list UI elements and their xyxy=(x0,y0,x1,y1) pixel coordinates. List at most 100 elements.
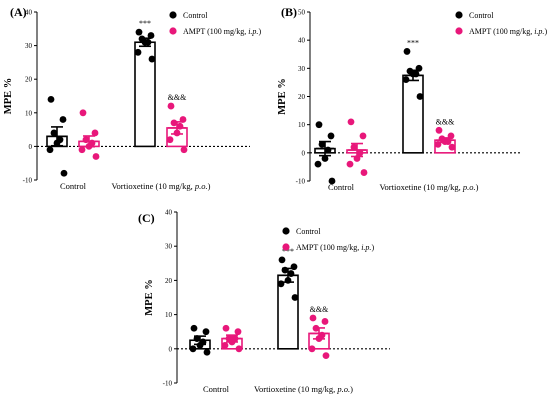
data-point xyxy=(328,177,336,185)
data-point xyxy=(203,348,211,356)
data-point xyxy=(360,169,368,176)
data-point xyxy=(448,143,456,151)
y-tick-label: 20 xyxy=(298,93,306,101)
data-point xyxy=(60,169,68,177)
legend-label-control: Control xyxy=(469,11,494,20)
data-point xyxy=(222,324,230,332)
y-tick-label: -10 xyxy=(296,178,306,186)
data-point xyxy=(180,146,188,154)
data-point xyxy=(189,345,197,353)
data-point xyxy=(147,32,155,39)
significance-marker-control: *** xyxy=(139,19,151,28)
legend-label-ampt: AMPT (100 mg/kg, i.p.) xyxy=(183,27,261,36)
data-point xyxy=(402,76,410,83)
y-tick-label: -10 xyxy=(23,177,33,185)
data-point xyxy=(148,55,156,63)
data-point xyxy=(321,155,329,162)
significance-marker-ampt: &&& xyxy=(168,93,187,102)
legend-marker-control xyxy=(169,11,177,19)
data-point xyxy=(235,345,243,353)
bar xyxy=(402,74,424,154)
data-point xyxy=(135,28,143,36)
data-point xyxy=(190,324,198,332)
y-tick-label: -10 xyxy=(163,380,173,388)
y-tick-label: 40 xyxy=(25,9,33,17)
panel-label: (B) xyxy=(281,5,297,19)
x-category-label-vortioxetine: Vortioxetine (10 mg/kg, p.o.) xyxy=(254,384,353,394)
legend-label-ampt: AMPT (100 mg/kg, i.p.) xyxy=(296,243,374,252)
x-category-label-vortioxetine: Vortioxetine (10 mg/kg, p.o.) xyxy=(111,181,210,191)
legend-label-ampt: AMPT (100 mg/kg, i.p.) xyxy=(469,27,547,36)
data-point xyxy=(356,149,364,157)
legend-marker-ampt xyxy=(282,243,290,251)
data-point xyxy=(134,48,142,56)
significance-marker-ampt: &&& xyxy=(436,117,455,126)
data-point xyxy=(416,93,424,100)
significance-marker-control: *** xyxy=(407,38,419,47)
data-point xyxy=(322,352,330,360)
y-tick-label: 10 xyxy=(165,311,173,319)
legend-marker-ampt xyxy=(169,27,177,35)
y-tick-label: 0 xyxy=(29,143,33,151)
y-tick-label: 10 xyxy=(298,121,306,129)
data-point xyxy=(359,132,367,140)
legend-marker-control xyxy=(282,227,290,235)
y-axis-label: MPE % xyxy=(277,78,288,114)
panel-label: (C) xyxy=(138,211,155,225)
x-category-label-control: Control xyxy=(203,384,230,394)
data-point xyxy=(435,126,443,134)
data-point xyxy=(347,118,355,126)
panel-label: (A) xyxy=(10,5,27,19)
data-point xyxy=(350,143,358,151)
data-point xyxy=(166,136,174,144)
legend-marker-control xyxy=(455,11,463,19)
significance-marker-control: *** xyxy=(282,247,294,256)
data-point xyxy=(315,121,323,129)
y-tick-label: 20 xyxy=(25,76,33,84)
data-point xyxy=(50,129,58,137)
legend: Control AMPT (100 mg/kg, i.p.) xyxy=(455,11,547,36)
data-point xyxy=(167,102,175,110)
data-point xyxy=(91,129,99,137)
data-point xyxy=(327,132,335,140)
data-point xyxy=(79,109,87,117)
data-point xyxy=(92,153,100,160)
chart-panel-c: (C) -10 0 10 20 30 40 MPE % *** &&& Control Vortiox… xyxy=(138,209,390,394)
data-point xyxy=(46,146,54,154)
data-point xyxy=(202,328,210,336)
y-tick-label: 0 xyxy=(302,149,306,157)
data-point xyxy=(234,328,242,336)
data-point xyxy=(59,116,67,123)
data-point xyxy=(291,294,299,301)
legend: Control AMPT (100 mg/kg, i.p.) xyxy=(282,227,374,252)
y-axis-label: MPE % xyxy=(3,78,14,114)
data-point xyxy=(308,345,316,353)
x-category-label-control: Control xyxy=(328,182,355,192)
data-point xyxy=(278,256,286,264)
legend-marker-ampt xyxy=(455,27,463,35)
legend-label-control: Control xyxy=(296,227,321,236)
significance-marker-ampt: &&& xyxy=(310,305,329,314)
data-point xyxy=(314,160,322,168)
data-point xyxy=(47,95,55,103)
x-category-label-vortioxetine: Vortioxetine (10 mg/kg, p.o.) xyxy=(379,182,478,192)
y-tick-label: 50 xyxy=(298,9,306,17)
data-point xyxy=(309,314,317,322)
y-axis-label: MPE % xyxy=(144,279,155,315)
x-category-label-control: Control xyxy=(60,181,87,191)
data-point xyxy=(403,48,411,55)
y-tick-label: 30 xyxy=(298,65,306,73)
y-tick-label: 20 xyxy=(165,277,173,285)
data-point xyxy=(346,160,354,168)
y-tick-label: 40 xyxy=(165,209,173,217)
y-tick-label: 40 xyxy=(298,37,306,45)
data-point xyxy=(318,140,326,148)
y-tick-label: 30 xyxy=(165,243,173,251)
chart-panel-a: (A) -10 0 10 20 30 40 MPE % *** &&& Control Vortiox… xyxy=(3,5,261,191)
data-point xyxy=(78,146,86,154)
data-point xyxy=(221,341,229,349)
y-tick-label: 30 xyxy=(25,42,33,50)
y-tick-label: 0 xyxy=(169,345,173,353)
data-point xyxy=(321,318,329,325)
